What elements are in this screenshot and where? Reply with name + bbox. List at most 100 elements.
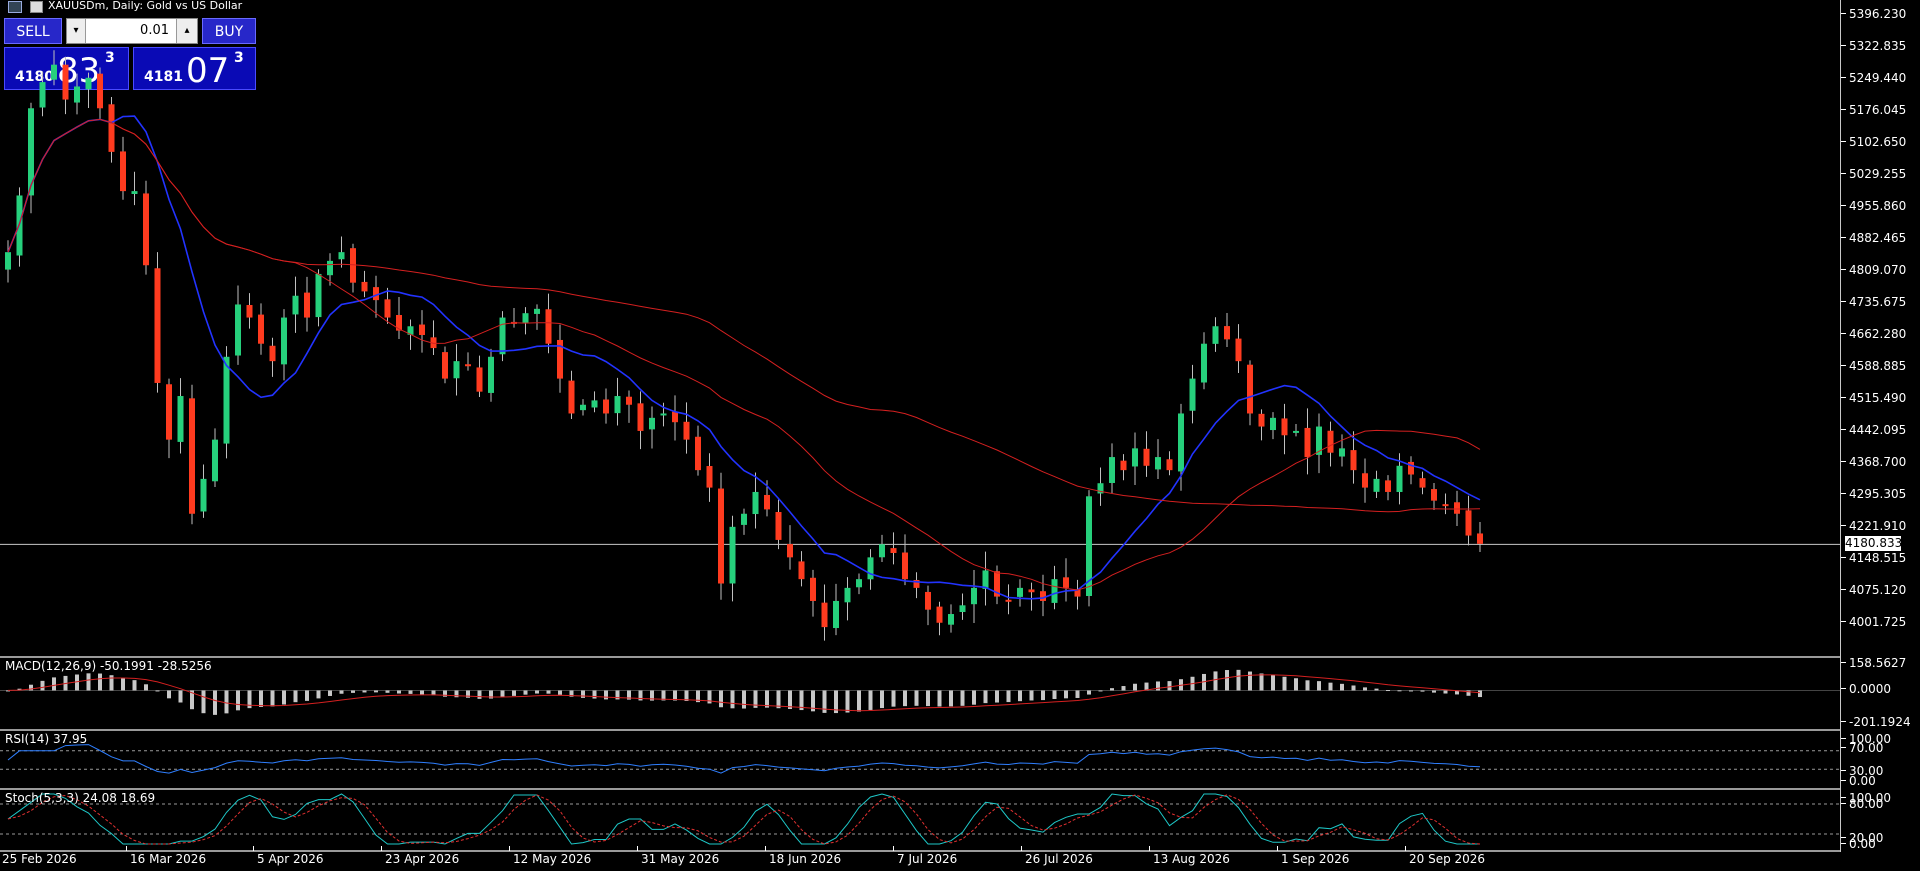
macd-bar bbox=[178, 690, 183, 703]
candle-body bbox=[1120, 460, 1127, 471]
macd-bar bbox=[1225, 670, 1229, 691]
candle-body bbox=[1362, 473, 1368, 488]
candle-body bbox=[1350, 450, 1357, 471]
candle-body bbox=[1178, 413, 1184, 472]
macd-bar bbox=[891, 690, 896, 707]
stoch-tick: 100.00 bbox=[1841, 791, 1891, 805]
macd-bar bbox=[1397, 690, 1402, 692]
macd-bar bbox=[949, 690, 953, 707]
macd-bar bbox=[1041, 690, 1045, 701]
macd-bar bbox=[420, 690, 424, 695]
macd-bar bbox=[397, 690, 401, 694]
stoch-pane[interactable]: Stoch(5,3,3) 24.08 18.69 bbox=[0, 790, 1840, 852]
macd-bar bbox=[1006, 690, 1011, 703]
macd-bar bbox=[282, 690, 286, 705]
candle-body bbox=[1465, 510, 1472, 536]
macd-bar bbox=[1259, 673, 1264, 691]
candle-body bbox=[695, 436, 701, 471]
candle-body bbox=[1074, 589, 1081, 597]
candle-body bbox=[465, 364, 471, 367]
macd-bar bbox=[6, 690, 10, 692]
time-label: 23 Apr 2026 bbox=[380, 846, 460, 866]
macd-bar bbox=[811, 690, 815, 712]
macd-bar bbox=[1305, 680, 1310, 691]
lot-size-field[interactable]: ▾ 0.01 ▴ bbox=[66, 18, 198, 44]
price-tick: 4442.095 bbox=[1840, 423, 1907, 437]
candle-body bbox=[1143, 448, 1150, 466]
candle-body bbox=[430, 337, 437, 349]
candle-body bbox=[166, 384, 172, 440]
time-label: 12 May 2026 bbox=[508, 846, 592, 866]
macd-bar bbox=[1144, 682, 1149, 691]
macd-bar bbox=[201, 690, 206, 714]
rsi-pane[interactable]: RSI(14) 37.95 bbox=[0, 731, 1840, 790]
macd-bar bbox=[328, 690, 332, 696]
macd-bar bbox=[293, 690, 298, 703]
macd-bar bbox=[466, 690, 470, 698]
macd-bar bbox=[1374, 688, 1379, 691]
price-scale[interactable]: 5396.230 5322.835 5249.440 5176.045 5102… bbox=[1840, 0, 1920, 852]
candle-body bbox=[1063, 577, 1069, 588]
macd-bar bbox=[857, 690, 861, 712]
candle-body bbox=[1040, 591, 1046, 601]
candle-body bbox=[741, 513, 747, 525]
save-icon[interactable] bbox=[30, 1, 43, 13]
macd-bar bbox=[604, 690, 608, 700]
candle-body bbox=[580, 404, 586, 411]
candle-body bbox=[246, 305, 253, 318]
macd-bar bbox=[822, 690, 827, 713]
rsi-chart bbox=[0, 744, 1840, 774]
buy-button[interactable]: BUY bbox=[202, 18, 256, 44]
price-tick: 4515.490 bbox=[1840, 391, 1907, 405]
chart-window-icon[interactable] bbox=[8, 1, 22, 13]
time-label: 25 Feb 2026 bbox=[2, 852, 77, 866]
macd-bar bbox=[1294, 678, 1298, 691]
macd-bar bbox=[316, 690, 321, 699]
candle-body bbox=[1189, 378, 1196, 411]
candle-body bbox=[1201, 343, 1207, 383]
lot-size-value[interactable]: 0.01 bbox=[140, 23, 169, 38]
macd-bar bbox=[799, 690, 804, 711]
candle-body bbox=[936, 606, 943, 623]
candle-body bbox=[1373, 478, 1380, 492]
time-label: 26 Jul 2026 bbox=[1021, 846, 1093, 866]
macd-bar bbox=[834, 690, 838, 714]
candle-body bbox=[614, 396, 621, 414]
candle-body bbox=[1442, 504, 1449, 507]
macd-pane[interactable]: MACD(12,26,9) -50.1991 -28.5256 bbox=[0, 658, 1840, 731]
macd-bar bbox=[1087, 690, 1091, 695]
sell-button[interactable]: SELL bbox=[4, 18, 62, 44]
candle-body bbox=[189, 398, 195, 514]
candle-body bbox=[683, 421, 690, 440]
macd-bar bbox=[1363, 687, 1367, 691]
candle-body bbox=[925, 591, 931, 610]
candle-body bbox=[177, 396, 184, 442]
price-tick: 4809.070 bbox=[1840, 263, 1907, 277]
chart-symbol-title: XAUUSDm, Daily: Gold vs US Dollar bbox=[48, 0, 243, 12]
lot-up-icon[interactable]: ▴ bbox=[176, 19, 197, 43]
candle-body bbox=[821, 602, 828, 628]
ask-quote[interactable]: 4181 07 3 bbox=[133, 47, 256, 90]
price-tick: 4588.885 bbox=[1840, 359, 1907, 373]
lot-dropdown-icon[interactable]: ▾ bbox=[67, 19, 86, 43]
candle-body bbox=[1454, 502, 1460, 514]
time-label: 1 Sep 2026 bbox=[1276, 846, 1350, 866]
time-axis[interactable]: 25 Feb 2026 16 Mar 2026 5 Apr 2026 23 Ap… bbox=[0, 846, 1840, 871]
macd-bar bbox=[17, 688, 22, 691]
candlestick-chart[interactable] bbox=[0, 0, 1840, 656]
macd-bar bbox=[1443, 690, 1448, 694]
macd-bar bbox=[776, 690, 781, 709]
macd-bar bbox=[236, 690, 240, 711]
price-tick: 5102.650 bbox=[1840, 135, 1907, 149]
candle-body bbox=[649, 417, 655, 430]
macd-bar bbox=[305, 690, 309, 701]
current-price-label: 4180.833 bbox=[1845, 536, 1903, 551]
candle-body bbox=[74, 86, 80, 103]
price-chart-pane[interactable] bbox=[0, 0, 1840, 658]
bid-prefix: 4180 bbox=[15, 69, 54, 85]
candle-body bbox=[798, 561, 805, 580]
ask-superscript: 3 bbox=[234, 50, 244, 66]
macd-bar bbox=[569, 690, 574, 697]
candle-body bbox=[1281, 418, 1288, 436]
candle-body bbox=[706, 466, 713, 488]
